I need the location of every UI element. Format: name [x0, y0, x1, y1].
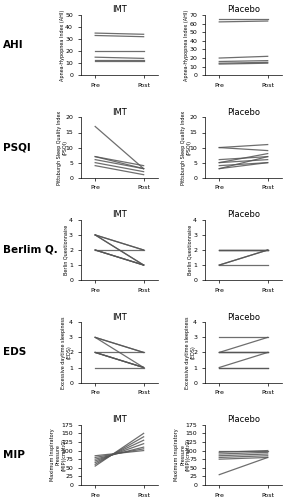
Text: AHI: AHI: [3, 40, 24, 50]
Y-axis label: Pittsburgh Sleep Quality Index
(PSQI): Pittsburgh Sleep Quality Index (PSQI): [181, 110, 192, 184]
Y-axis label: Pittsburgh Sleep Quality Index
(PSQI): Pittsburgh Sleep Quality Index (PSQI): [57, 110, 68, 184]
Title: IMT: IMT: [112, 312, 127, 322]
Y-axis label: Apnea-Hypopnea Index (AHI): Apnea-Hypopnea Index (AHI): [60, 10, 65, 81]
Text: PSQI: PSQI: [3, 142, 31, 152]
Title: Placebo: Placebo: [227, 108, 260, 116]
Title: Placebo: Placebo: [227, 210, 260, 219]
Y-axis label: Maximum Inspiratory
Pressure
(MIP)(cmH₂O): Maximum Inspiratory Pressure (MIP)(cmH₂O…: [174, 428, 191, 481]
Title: IMT: IMT: [112, 415, 127, 424]
Y-axis label: Maximum Inspiratory
Pressure
(MIP)(cmH₂O): Maximum Inspiratory Pressure (MIP)(cmH₂O…: [50, 428, 67, 481]
Title: IMT: IMT: [112, 108, 127, 116]
Text: MIP: MIP: [3, 450, 25, 460]
Title: IMT: IMT: [112, 5, 127, 14]
Y-axis label: Excessive daytime sleepiness
(EDS): Excessive daytime sleepiness (EDS): [185, 316, 196, 388]
Text: Berlim Q.: Berlim Q.: [3, 245, 58, 255]
Title: Placebo: Placebo: [227, 312, 260, 322]
Y-axis label: Berlin Questionnaire: Berlin Questionnaire: [188, 225, 193, 275]
Y-axis label: Berlin Questionnaire: Berlin Questionnaire: [64, 225, 69, 275]
Y-axis label: Excessive daytime sleepiness
(EDS): Excessive daytime sleepiness (EDS): [61, 316, 72, 388]
Title: Placebo: Placebo: [227, 415, 260, 424]
Text: EDS: EDS: [3, 348, 26, 358]
Title: IMT: IMT: [112, 210, 127, 219]
Title: Placebo: Placebo: [227, 5, 260, 14]
Y-axis label: Apnea-Hypopnea Index (AHI): Apnea-Hypopnea Index (AHI): [184, 10, 189, 81]
